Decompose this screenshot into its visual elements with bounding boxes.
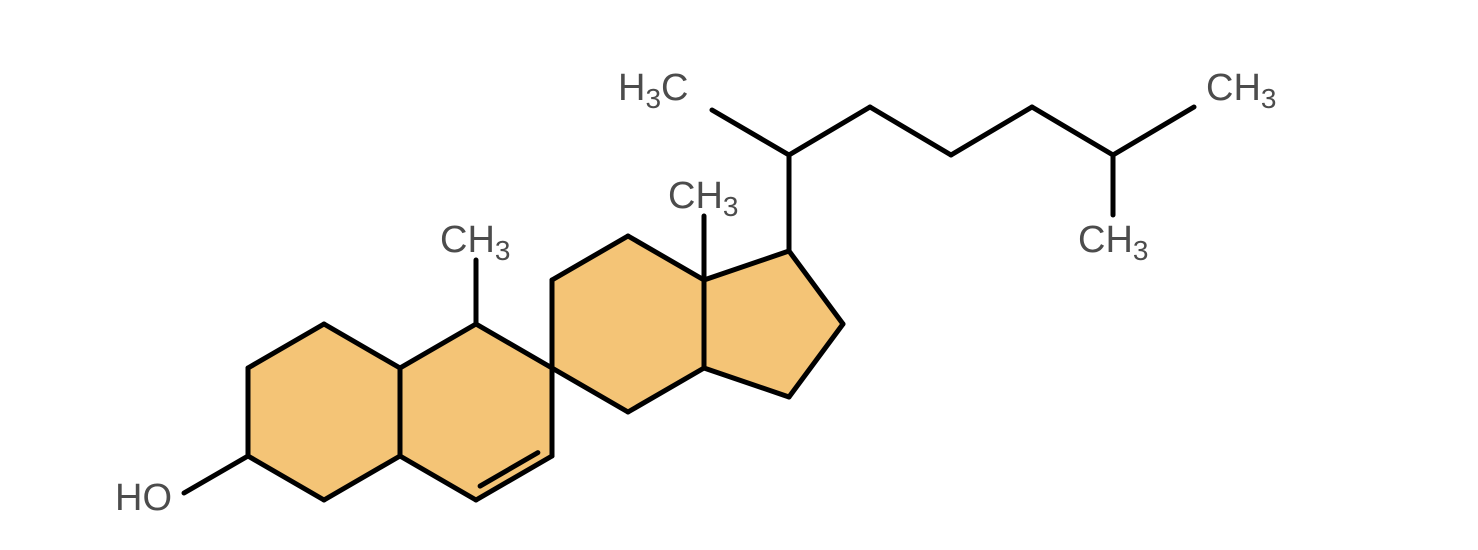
ring-ringB	[400, 324, 552, 500]
atom-label-C3-OH: HO	[115, 477, 172, 519]
bond	[870, 107, 951, 155]
atom-label-C10-CH3: CH3	[440, 219, 510, 266]
bond	[1032, 107, 1113, 155]
bond	[1113, 107, 1194, 155]
bond	[951, 107, 1032, 155]
bond	[789, 107, 870, 155]
atom-label-C20-CH3: H3C	[618, 67, 688, 114]
atom-label-C25-CH3-a: CH3	[1206, 67, 1276, 114]
cholesterol-structure: CH3 CH3 H3C CH3 CH3 HO	[0, 0, 1478, 550]
atom-label-C25-CH3-b: CH3	[1078, 219, 1148, 266]
ring-ringA	[248, 324, 400, 500]
bond	[184, 456, 248, 493]
atom-label-C13-CH3: CH3	[668, 175, 738, 222]
ring-ringC	[552, 236, 704, 412]
bond	[712, 110, 789, 155]
